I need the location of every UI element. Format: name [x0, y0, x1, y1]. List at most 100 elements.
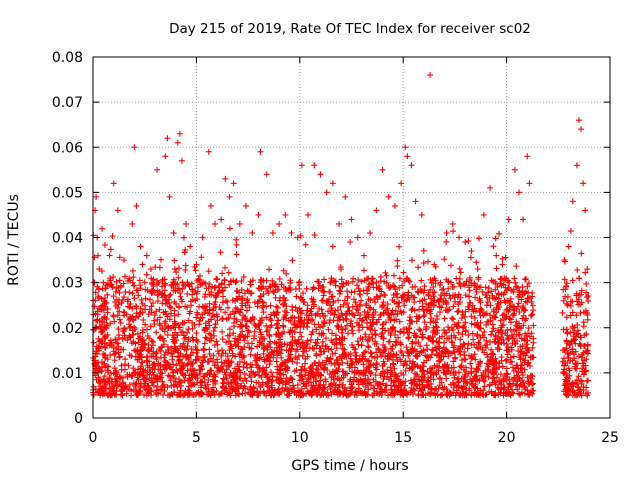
data-point — [220, 293, 227, 300]
data-point — [238, 345, 245, 352]
data-point — [447, 262, 454, 269]
data-point — [282, 308, 289, 315]
data-point — [292, 286, 299, 293]
data-point — [188, 346, 195, 353]
data-point-peak — [212, 220, 219, 227]
data-point — [564, 293, 571, 300]
data-point — [415, 264, 422, 271]
data-point-peak — [154, 166, 161, 173]
data-point — [116, 353, 123, 360]
data-point — [500, 321, 507, 328]
data-point — [213, 338, 220, 345]
data-point — [101, 242, 108, 249]
data-point — [139, 261, 146, 268]
data-point — [400, 269, 407, 276]
data-point — [173, 362, 180, 369]
data-point — [583, 280, 590, 287]
data-point — [179, 285, 186, 292]
data-point-peak — [230, 180, 237, 187]
data-point — [389, 345, 396, 352]
data-point — [358, 278, 365, 285]
data-point — [317, 351, 324, 358]
x-tick-label: 20 — [498, 430, 516, 446]
data-point-peak — [131, 144, 138, 151]
data-point — [227, 311, 234, 318]
data-point-peak — [474, 266, 481, 273]
data-point — [466, 287, 473, 294]
data-point — [136, 310, 143, 317]
data-point — [469, 330, 476, 337]
data-point — [481, 383, 488, 390]
data-point — [156, 334, 163, 341]
data-point — [289, 303, 296, 310]
data-point — [206, 322, 213, 329]
data-point — [210, 384, 217, 391]
y-axis-label: ROTI / TECUs — [6, 194, 22, 286]
data-point — [449, 315, 456, 322]
data-point-peak — [418, 211, 425, 218]
data-point-peak — [511, 166, 518, 173]
data-point — [358, 297, 365, 304]
data-point-peak — [575, 117, 582, 124]
data-point — [522, 275, 529, 282]
y-tick-label: 0.08 — [52, 50, 83, 66]
data-point — [383, 272, 390, 279]
data-point — [266, 316, 273, 323]
data-point — [457, 363, 464, 370]
data-point — [503, 356, 510, 363]
data-point — [251, 371, 258, 378]
data-point-peak — [427, 72, 434, 79]
data-point — [107, 246, 114, 253]
data-point — [450, 384, 457, 391]
data-point — [246, 372, 253, 379]
data-point-peak — [178, 157, 185, 164]
data-point — [219, 315, 226, 322]
data-point — [519, 372, 526, 379]
data-point-peak — [199, 234, 206, 241]
data-point — [143, 271, 150, 278]
data-point — [420, 247, 427, 254]
data-point — [578, 250, 585, 257]
data-point-peak — [493, 252, 500, 259]
data-point — [521, 366, 528, 373]
data-point — [175, 321, 182, 328]
data-point — [507, 326, 514, 333]
data-point-peak — [143, 252, 150, 259]
data-point — [99, 225, 106, 232]
data-point — [428, 351, 435, 358]
data-point-peak — [402, 144, 409, 151]
data-point — [565, 365, 572, 372]
data-point — [138, 296, 145, 303]
y-tick-label: 0.02 — [52, 321, 83, 337]
data-point — [437, 392, 444, 399]
data-point — [239, 328, 246, 335]
data-point — [440, 286, 447, 293]
data-point — [430, 302, 437, 309]
data-point — [583, 294, 590, 301]
data-point — [430, 284, 437, 291]
data-point — [156, 306, 163, 313]
data-point-peak — [526, 180, 533, 187]
data-point — [350, 275, 357, 282]
data-point-peak — [218, 216, 225, 223]
data-point — [153, 308, 160, 315]
data-point — [223, 339, 230, 346]
data-point-peak — [288, 229, 295, 236]
data-point — [198, 254, 205, 261]
data-point — [241, 337, 248, 344]
data-point — [230, 330, 237, 337]
data-point — [488, 346, 495, 353]
data-point — [193, 346, 200, 353]
data-point — [390, 361, 397, 368]
data-point — [583, 349, 590, 356]
data-point — [455, 329, 462, 336]
data-point — [219, 336, 226, 343]
data-point — [390, 272, 397, 279]
data-point — [124, 336, 131, 343]
data-point — [159, 283, 166, 290]
data-point — [367, 349, 374, 356]
data-point — [490, 243, 497, 250]
data-point — [524, 374, 531, 381]
x-tick-label: 15 — [394, 430, 412, 446]
data-point — [472, 294, 479, 301]
